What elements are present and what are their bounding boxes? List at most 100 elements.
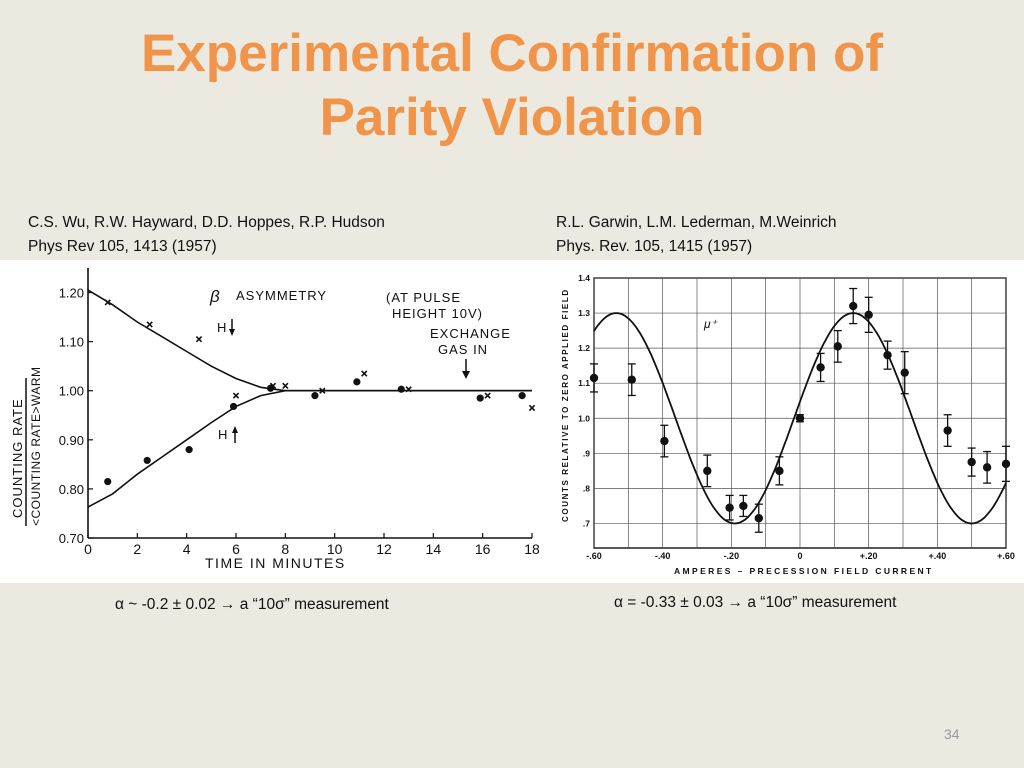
data-point: [1001, 459, 1011, 469]
data-point: [900, 368, 909, 377]
data-point-dot: [353, 378, 361, 386]
data-point-dot: [476, 394, 484, 402]
left-citation-authors: C.S. Wu, R.W. Hayward, D.D. Hoppes, R.P.…: [28, 214, 385, 231]
precession-chart: -.60 -.40 -.20 0 +.20 +.40 +.60 .7 .8 .9 1.0 1.1 1.2…: [561, 273, 1015, 576]
x-tick-label: 6: [232, 541, 240, 557]
right-result: α = -0.33 ± 0.03 → a “10σ” measurement: [614, 594, 897, 611]
left-citation: C.S. Wu, R.W. Hayward, D.D. Hoppes, R.P.…: [28, 211, 385, 259]
x-tick-label: 8: [281, 541, 289, 557]
data-point: [967, 457, 976, 467]
x-tick-label: -.20: [724, 551, 740, 561]
data-point-dot: [229, 402, 238, 411]
y-tick-label: 1.10: [59, 335, 84, 350]
x-tick-label: +.60: [997, 551, 1015, 561]
data-point-x: [361, 370, 368, 377]
h-label-down: H: [217, 320, 226, 335]
x-tick-label: 2: [133, 541, 141, 557]
data-point: [816, 363, 825, 372]
y-tick-label: .8: [583, 483, 590, 493]
pulse-label-line1: (AT PULSE: [386, 290, 461, 305]
page-number: 34: [944, 726, 960, 742]
data-point-dot: [143, 456, 151, 465]
h-label-up: H: [218, 427, 227, 442]
data-point: [754, 513, 763, 523]
y-tick-label: 1.4: [578, 273, 590, 283]
right-citation: R.L. Garwin, L.M. Lederman, M.Weinrich P…: [556, 211, 837, 259]
y-tick-label: 1.3: [578, 308, 590, 318]
y-tick-label: 1.00: [59, 384, 84, 399]
x-tick-label: -.60: [586, 551, 602, 561]
data-point: [795, 414, 805, 423]
asymmetry-label: ASYMMETRY: [236, 288, 327, 303]
data-point-x: [232, 392, 240, 399]
data-point: [775, 466, 784, 476]
asymmetry-chart: 0 2 4 6 8 10 12 14 16 180.700.800.901.001.101.20 …: [10, 268, 540, 571]
data-point-dot: [185, 446, 193, 454]
title-line-2: Parity Violation: [319, 88, 705, 147]
muon-label: μ⁺: [703, 317, 719, 331]
data-point-dot: [104, 477, 112, 486]
x-tick-label: 14: [426, 541, 442, 557]
data-point-dot: [311, 392, 319, 400]
data-point: [725, 503, 734, 512]
beta-symbol: β: [209, 287, 220, 306]
x-tick-label: 0: [797, 551, 802, 561]
y-axis-title-right: COUNTS RELATIVE TO ZERO APPLIED FIELD: [561, 288, 570, 522]
data-point: [627, 375, 636, 384]
x-tick-label: 4: [183, 541, 191, 557]
data-point: [982, 463, 992, 472]
data-point-x: [528, 404, 536, 412]
x-tick-label: 10: [327, 541, 343, 557]
y-tick-label: 0.70: [59, 531, 84, 546]
data-point-x: [319, 387, 326, 394]
right-citation-journal: Phys. Rev. 105, 1415 (1957): [556, 238, 753, 255]
right-citation-authors: R.L. Garwin, L.M. Lederman, M.Weinrich: [556, 214, 837, 231]
h-arrowhead-up: [232, 426, 238, 433]
y-tick-label: .9: [583, 448, 590, 458]
y-tick-label: 0.80: [59, 482, 84, 497]
exchange-label-line1: EXCHANGE: [430, 326, 511, 341]
cosine-fit-curve: [593, 312, 1007, 525]
data-point: [883, 350, 892, 360]
x-axis-title-right: AMPERES – PRECESSION FIELD CURRENT: [674, 566, 934, 576]
data-point-x: [405, 386, 412, 393]
y-tick-label: 0.90: [59, 433, 84, 448]
data-point: [703, 466, 712, 476]
data-point-x: [195, 336, 203, 343]
pulse-label-line2: HEIGHT 10V): [392, 306, 483, 321]
left-citation-journal: Phys Rev 105, 1413 (1957): [28, 238, 217, 255]
data-point: [849, 301, 858, 311]
y-tick-label: 1.1: [578, 378, 590, 388]
x-tick-label: 16: [475, 541, 491, 557]
fit-curve-3: [87, 389, 532, 508]
data-point: [864, 310, 873, 320]
x-tick-label: +.20: [860, 551, 878, 561]
x-tick-label: -.40: [655, 551, 671, 561]
data-point: [739, 501, 748, 511]
y-axis-title-denominator: <COUNTING RATE>WARM: [29, 366, 43, 526]
title-line-1: Experimental Confirmation of: [140, 24, 884, 83]
data-point-x: [484, 392, 491, 399]
x-tick-label: 18: [524, 541, 540, 557]
data-point: [660, 436, 669, 446]
x-tick-label: 12: [376, 541, 392, 557]
y-tick-label: 1.0: [578, 413, 590, 423]
x-tick-label: 0: [84, 541, 92, 557]
y-axis-title-numerator: COUNTING RATE: [10, 398, 25, 518]
h-arrowhead-down: [229, 329, 235, 336]
data-point-dot: [397, 385, 405, 393]
slide-title: Experimental Confirmation of Parity Viol…: [0, 22, 1024, 150]
data-point-x: [146, 321, 153, 328]
y-tick-label: .7: [583, 518, 590, 528]
x-axis-title: TIME IN MINUTES: [205, 555, 346, 571]
data-point-dot: [518, 392, 526, 400]
left-result: α ~ -0.2 ± 0.02 → a “10σ” measurement: [115, 596, 389, 613]
data-point: [833, 342, 842, 351]
y-tick-label: 1.20: [59, 286, 84, 301]
data-point-dot: [266, 384, 275, 392]
exchange-label-line2: GAS IN: [438, 342, 488, 357]
data-point: [589, 373, 599, 383]
x-tick-label: +.40: [928, 551, 946, 561]
data-point: [943, 426, 952, 435]
data-point-x: [104, 299, 111, 306]
